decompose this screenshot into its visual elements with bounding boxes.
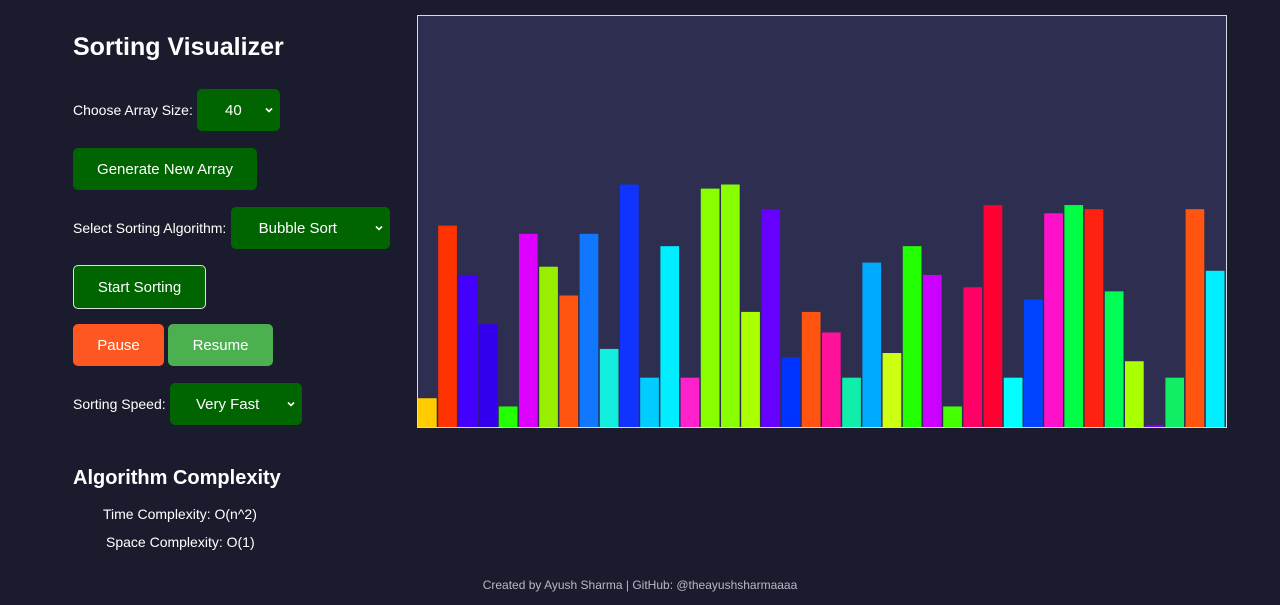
array-bar [1185,209,1205,427]
array-bar [781,357,801,427]
array-bar [700,188,720,427]
array-bar [1165,377,1185,427]
array-bar [882,353,902,427]
array-bar [599,348,619,427]
array-bar [519,233,538,427]
array-bar [680,377,700,427]
array-bar [1125,361,1144,427]
algorithm-label: Select Sorting Algorithm: [73,220,227,236]
array-size-label: Choose Array Size: [73,102,193,118]
algorithm-select[interactable]: Bubble Sort [231,207,391,249]
speed-value: Very Fast [195,395,260,413]
array-bar [478,324,498,427]
array-bar [660,246,680,427]
array-bar [1145,424,1164,427]
algorithm-row: Select Sorting Algorithm: Bubble Sort [73,207,391,249]
array-bar [963,287,983,427]
array-bar [1064,205,1084,427]
array-bar [1044,213,1063,427]
pause-button[interactable]: Pause [73,324,164,366]
array-bar [923,274,942,427]
space-complexity: Space Complexity: O(1) [106,534,255,550]
array-bar [418,398,437,427]
array-bar [983,205,1003,427]
start-sorting-button[interactable]: Start Sorting [73,265,206,309]
array-bar [902,246,922,427]
array-bar [761,209,781,427]
resume-button[interactable]: Resume [168,324,273,366]
footer: Created by Ayush Sharma | GitHub: @theay… [482,578,798,592]
array-bar [559,295,579,427]
speed-row: Sorting Speed: Very Fast [73,383,302,425]
page-title: Sorting Visualizer [73,33,284,61]
chevron-down-icon [287,401,295,407]
array-bar [438,225,457,427]
array-bar [1104,291,1124,427]
speed-label: Sorting Speed: [73,396,166,412]
array-bar [862,262,882,427]
bar-chart [418,184,1225,427]
array-bar [741,311,760,427]
array-bar [1024,299,1043,427]
array-bar [640,377,659,427]
array-bar [943,406,962,427]
array-bar [721,184,740,427]
array-visualizer [417,15,1227,428]
array-bar [1003,377,1023,427]
array-size-value: 40 [225,101,242,119]
chevron-down-icon [265,107,273,113]
array-bar [620,184,639,427]
array-bar [1205,270,1225,427]
algorithm-value: Bubble Sort [258,219,337,237]
array-bar [1084,209,1104,427]
speed-select[interactable]: Very Fast [169,383,302,425]
array-bar [539,266,558,427]
array-bar [579,233,599,427]
array-bar [801,311,821,427]
array-bar [458,274,478,427]
array-bar [498,406,518,427]
array-size-row: Choose Array Size: 40 [73,89,280,131]
generate-array-button[interactable]: Generate New Array [73,148,257,190]
array-bar [842,377,861,427]
complexity-title: Algorithm Complexity [73,467,281,489]
chevron-down-icon [375,225,383,231]
array-size-select[interactable]: 40 [196,89,280,131]
time-complexity: Time Complexity: O(n^2) [103,506,257,522]
array-bar [822,332,841,427]
